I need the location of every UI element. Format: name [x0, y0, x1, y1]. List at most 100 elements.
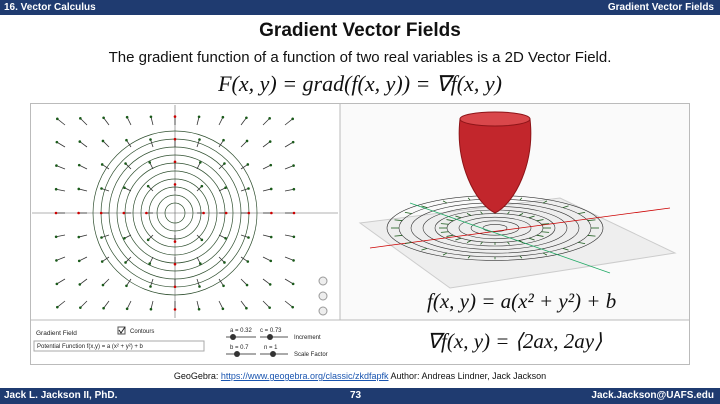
arrow-head: [292, 187, 296, 191]
slider-knob[interactable]: [270, 351, 276, 357]
field-arrow: [262, 300, 270, 308]
arrow-head: [246, 260, 250, 263]
arrow-head: [77, 187, 81, 191]
field-arrow: [196, 278, 200, 287]
field-arrow: [126, 139, 132, 148]
potential-function-label: Potential Function f(x,y) = a (x² + y²) …: [37, 344, 144, 350]
arrow-head: [100, 163, 104, 166]
field-arrow-3d: [542, 200, 548, 204]
arrow-head: [247, 211, 251, 215]
arrow-head: [124, 261, 127, 264]
contour: [140, 178, 210, 248]
home-view[interactable]: [318, 306, 328, 316]
subtitle: The gradient function of a function of t…: [108, 49, 612, 66]
field-arrow: [262, 234, 272, 238]
paraboloid: [458, 118, 532, 214]
arrow-head: [222, 284, 225, 288]
field-arrow-3d: [442, 200, 448, 204]
field-arrow-3d: [394, 219, 403, 221]
arrow-head: [268, 140, 272, 143]
arrow-head: [268, 117, 271, 120]
arrow-head: [54, 187, 58, 191]
arrow-head: [79, 306, 82, 309]
arrow-head: [173, 160, 177, 164]
arrow-head: [198, 285, 201, 288]
zoom-out[interactable]: [318, 291, 328, 301]
arrow-head: [54, 211, 58, 215]
slider-knob[interactable]: [230, 334, 236, 340]
field-arrow-3d: [536, 234, 544, 237]
field-arrow-3d: [466, 213, 472, 216]
title: Gradient Vector Fields: [259, 20, 461, 41]
arrow-head: [149, 307, 153, 311]
arrow-head: [149, 115, 153, 119]
field-arrow: [78, 188, 88, 192]
field-arrow: [80, 300, 88, 308]
arrow-head: [268, 306, 271, 309]
field-arrow: [240, 300, 247, 309]
field-arrow: [56, 165, 66, 170]
arrow-head: [149, 285, 152, 288]
arrow-head: [125, 284, 128, 288]
arrow-head: [246, 163, 250, 166]
arrow-head: [77, 235, 81, 239]
slider-knob[interactable]: [267, 334, 273, 340]
arrow-head: [125, 307, 129, 311]
field-arrow: [240, 164, 249, 170]
arrow-head: [146, 238, 150, 242]
arrow-head: [148, 161, 152, 164]
credit-link[interactable]: https://www.geogebra.org/classic/zkdfapf…: [220, 371, 389, 381]
field-arrow: [103, 117, 110, 126]
field-arrow-3d: [455, 237, 462, 241]
field-arrow-3d: [562, 247, 569, 251]
arrow-head: [291, 117, 294, 121]
field-arrow-3d: [480, 211, 483, 215]
field-arrow: [150, 300, 154, 310]
arrow-head: [247, 236, 250, 239]
field-arrow: [262, 188, 272, 192]
potential-formula: f(x, y) = a(x² + y²) + b: [427, 289, 616, 313]
field-arrow: [284, 165, 294, 170]
field-arrow: [56, 188, 66, 192]
arrow-head: [269, 259, 273, 263]
contour-3d: [458, 216, 532, 240]
field-arrow: [79, 164, 88, 170]
axis-3d: [409, 202, 611, 274]
field-arrow: [284, 118, 293, 126]
arrow-head: [224, 186, 227, 190]
contour: [164, 202, 186, 224]
arrow-head: [102, 116, 105, 120]
arrow-head: [245, 116, 248, 120]
field-arrow: [150, 116, 154, 126]
field-arrow: [79, 278, 88, 285]
field-arrow: [101, 188, 110, 192]
potential-input[interactable]: [33, 340, 205, 352]
arrow-head: [101, 283, 105, 287]
field-arrow: [284, 234, 294, 238]
check: [118, 326, 126, 334]
arrow-head: [77, 211, 80, 215]
field-arrow: [56, 234, 66, 238]
arrow-head: [269, 235, 273, 239]
arrow-head: [55, 164, 58, 167]
field-arrow: [240, 117, 247, 126]
field-arrow: [262, 278, 271, 285]
arrow-head: [269, 187, 273, 191]
field-arrow-3d: [442, 252, 448, 256]
arrow-head: [78, 140, 82, 143]
arrow-head: [77, 259, 81, 263]
arrow-head: [149, 138, 152, 141]
arrow-head: [55, 140, 59, 144]
arrow-head: [245, 139, 249, 143]
arrow-head: [55, 259, 58, 262]
slider-knob[interactable]: [234, 351, 240, 357]
field-arrow: [240, 140, 248, 148]
field-arrow-3d: [541, 223, 550, 225]
arrow-head: [247, 187, 250, 190]
field-arrow: [150, 139, 154, 148]
zoom-in[interactable]: [318, 276, 328, 286]
field-arrow-3d: [518, 213, 524, 216]
arrow-head: [146, 184, 150, 188]
contours-checkbox[interactable]: [117, 326, 126, 335]
